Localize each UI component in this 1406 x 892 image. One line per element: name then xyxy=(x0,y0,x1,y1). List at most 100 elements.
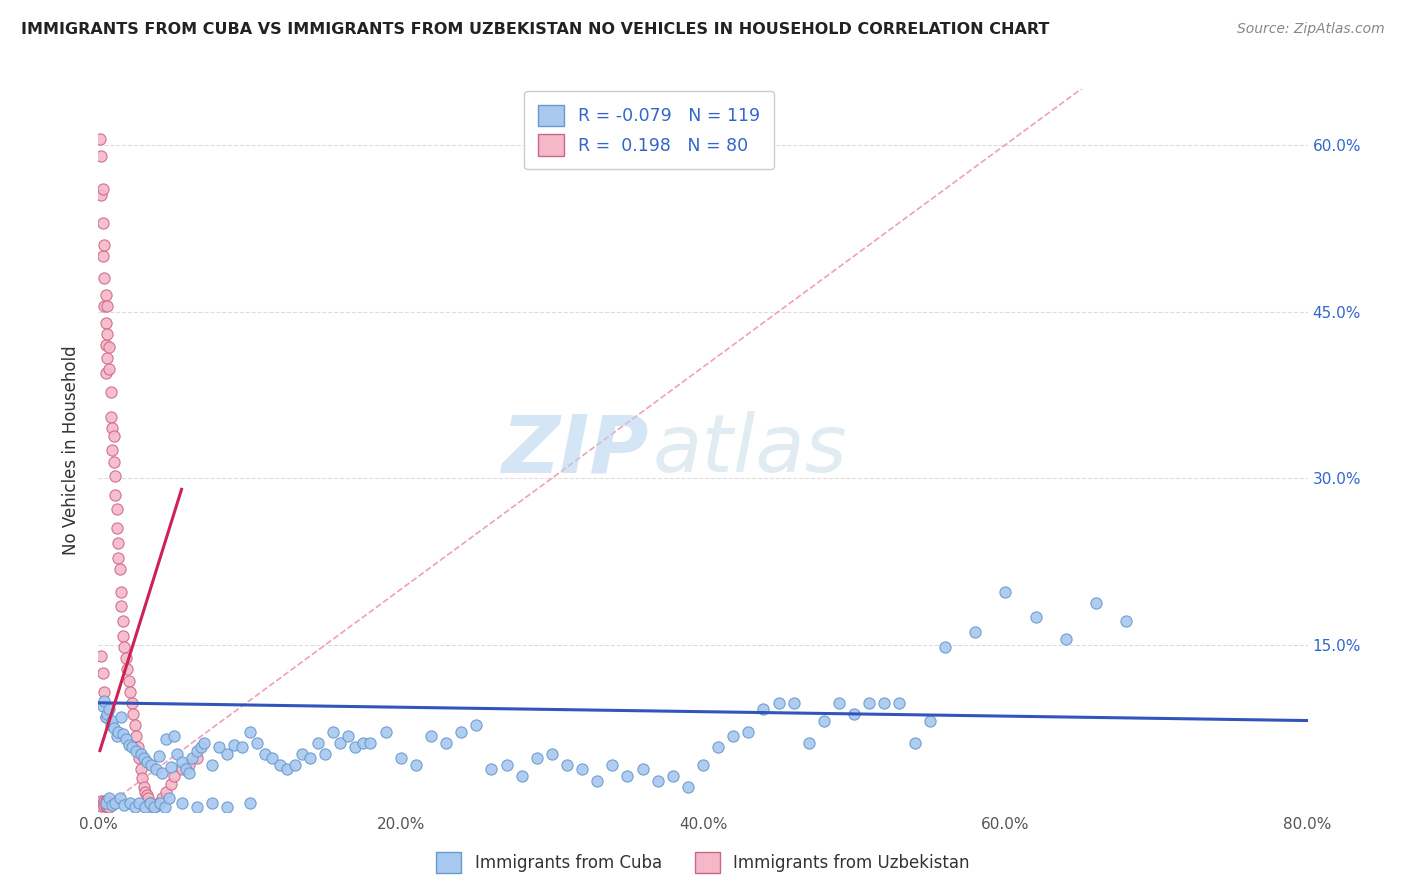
Point xyxy=(314,747,336,761)
Point xyxy=(1115,614,1137,628)
Point xyxy=(149,796,172,810)
Point xyxy=(163,769,186,783)
Point xyxy=(224,738,246,752)
Point xyxy=(495,758,517,772)
Point xyxy=(215,747,238,761)
Point xyxy=(100,384,122,399)
Point xyxy=(631,763,654,777)
Point xyxy=(98,800,121,814)
Point xyxy=(107,535,129,549)
Point xyxy=(105,502,128,516)
Point xyxy=(111,629,134,643)
Point xyxy=(159,791,181,805)
Point xyxy=(93,271,115,285)
Point xyxy=(186,743,208,757)
Point xyxy=(540,747,562,761)
Point xyxy=(186,751,208,765)
Point xyxy=(405,758,427,772)
Point xyxy=(155,785,177,799)
Point xyxy=(91,699,114,714)
Point xyxy=(91,665,114,680)
Point xyxy=(93,299,115,313)
Point xyxy=(813,714,835,728)
Point xyxy=(98,791,121,805)
Point xyxy=(107,724,129,739)
Point xyxy=(434,736,457,750)
Point xyxy=(1054,632,1077,647)
Point xyxy=(93,237,115,252)
Point xyxy=(94,366,117,380)
Point xyxy=(291,747,314,761)
Point xyxy=(269,758,291,772)
Point xyxy=(179,758,201,772)
Point xyxy=(136,791,159,805)
Point xyxy=(96,799,118,814)
Point xyxy=(246,736,269,750)
Point xyxy=(873,696,896,710)
Point xyxy=(128,796,150,810)
Point xyxy=(163,729,186,743)
Point xyxy=(179,765,201,780)
Point xyxy=(135,788,157,802)
Point xyxy=(145,799,167,814)
Point xyxy=(98,702,121,716)
Point xyxy=(1024,610,1046,624)
Point xyxy=(215,800,238,814)
Point xyxy=(723,729,745,743)
Point xyxy=(602,758,624,772)
Point xyxy=(934,640,956,655)
Point xyxy=(193,736,215,750)
Point xyxy=(707,740,730,755)
Point xyxy=(153,800,176,814)
Point xyxy=(336,729,359,743)
Point xyxy=(828,696,851,710)
Point xyxy=(127,740,149,755)
Point xyxy=(96,326,118,341)
Point xyxy=(994,584,1017,599)
Point xyxy=(129,763,152,777)
Point xyxy=(239,796,262,810)
Point xyxy=(124,800,146,814)
Point xyxy=(94,288,117,302)
Point xyxy=(647,773,669,788)
Point xyxy=(91,249,114,263)
Point xyxy=(94,316,117,330)
Point xyxy=(93,684,115,698)
Point xyxy=(103,722,125,736)
Point xyxy=(90,149,112,163)
Point xyxy=(114,732,136,747)
Point xyxy=(201,758,224,772)
Point xyxy=(155,732,177,747)
Point xyxy=(134,800,156,814)
Point xyxy=(148,796,170,810)
Point xyxy=(121,696,143,710)
Point xyxy=(344,740,367,755)
Text: atlas: atlas xyxy=(652,411,846,490)
Point xyxy=(98,796,121,810)
Point xyxy=(129,747,152,761)
Point xyxy=(105,729,128,743)
Point xyxy=(150,791,173,805)
Point xyxy=(360,736,382,750)
Point xyxy=(101,798,124,813)
Point xyxy=(94,710,117,724)
Point xyxy=(90,794,112,808)
Point xyxy=(112,798,135,813)
Point xyxy=(108,791,131,805)
Point xyxy=(93,693,115,707)
Y-axis label: No Vehicles in Household: No Vehicles in Household xyxy=(62,345,80,556)
Text: ZIP: ZIP xyxy=(501,411,648,490)
Point xyxy=(190,740,212,755)
Point xyxy=(110,584,132,599)
Point xyxy=(284,758,307,772)
Point xyxy=(105,521,128,535)
Point xyxy=(307,736,329,750)
Point xyxy=(170,763,193,777)
Point xyxy=(571,763,593,777)
Point xyxy=(120,684,142,698)
Point xyxy=(107,551,129,566)
Point xyxy=(101,443,124,458)
Point xyxy=(661,769,683,783)
Point xyxy=(692,758,714,772)
Point xyxy=(141,758,163,772)
